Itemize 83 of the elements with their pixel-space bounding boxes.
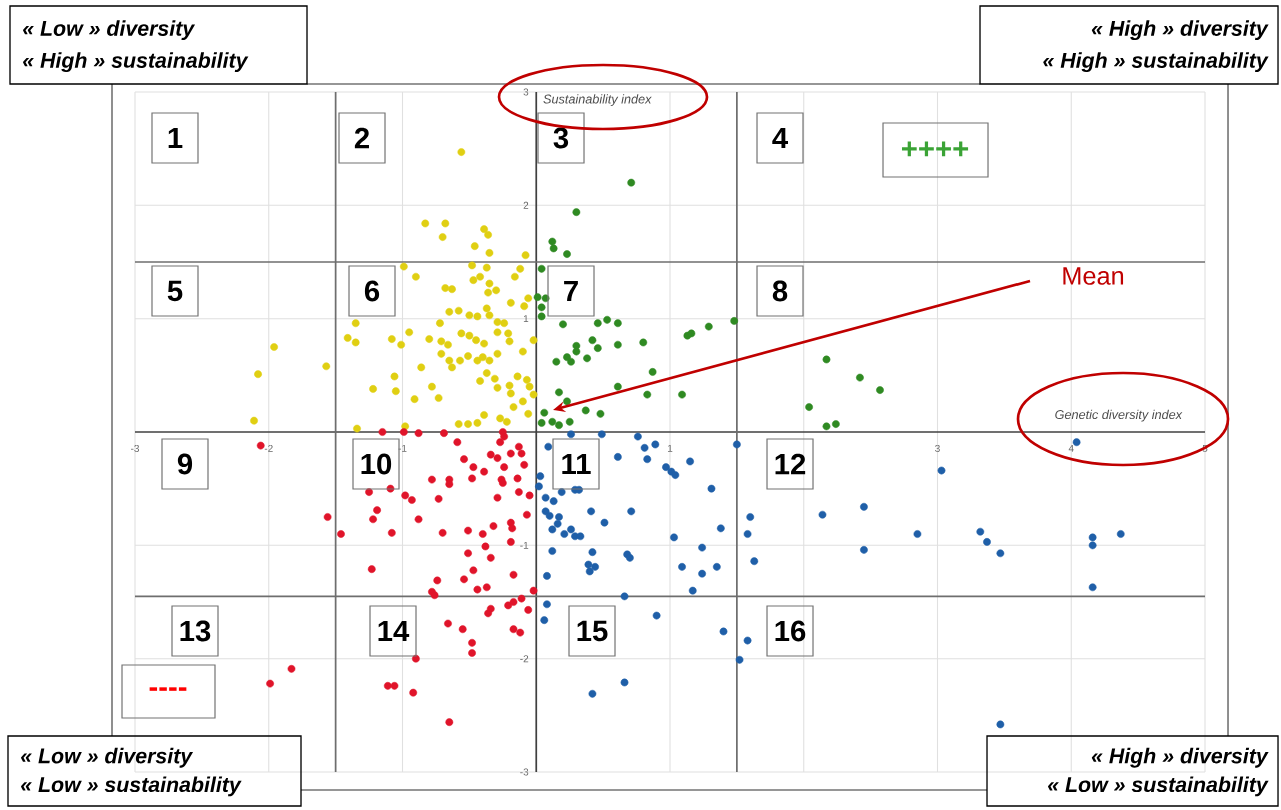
point (540, 408, 549, 417)
text: « High » sustainability (1043, 52, 1269, 73)
y-tick-label: 1 (523, 315, 529, 323)
point (593, 319, 602, 328)
y-tick-label: -3 (520, 768, 529, 776)
point (563, 397, 571, 406)
point (548, 237, 557, 246)
text: « Low » diversity (23, 20, 196, 41)
annotation: 11 (562, 453, 591, 475)
point (627, 178, 636, 187)
text: « High » sustainability (23, 52, 249, 73)
point (583, 354, 591, 363)
annotation: 2 (354, 127, 369, 149)
annotation: 15 (577, 620, 608, 642)
point (603, 315, 612, 324)
annotation: 8 (772, 280, 788, 302)
point (613, 382, 622, 391)
point (643, 390, 652, 399)
annotation: 3 (553, 127, 569, 149)
annotation: 4 (772, 127, 789, 149)
point (596, 410, 605, 418)
point (537, 312, 546, 321)
annotation: ++++ (901, 141, 969, 157)
point (648, 368, 657, 376)
point (565, 417, 574, 426)
annotation: 13 (180, 620, 211, 642)
annotation: 16 (775, 620, 806, 642)
annotation: 6 (364, 280, 380, 302)
annotation: 10 (361, 453, 392, 475)
y-tick-label: -1 (520, 541, 529, 549)
y-tick-label: 2 (523, 201, 529, 209)
point (613, 319, 622, 328)
point (549, 244, 558, 253)
text: « High » diversity (1091, 20, 1269, 41)
x-tick-label: 4 (1068, 444, 1074, 452)
point (593, 344, 602, 352)
point (704, 322, 713, 331)
point (552, 357, 561, 366)
x-tick-label: -2 (264, 444, 273, 452)
point (822, 355, 831, 364)
point (548, 417, 557, 426)
annotation: 5 (167, 280, 183, 302)
y-tick-label: -2 (520, 655, 529, 663)
annotation: ---- (149, 687, 187, 691)
point (822, 422, 831, 431)
point (613, 340, 622, 349)
point (537, 419, 546, 427)
point (572, 208, 581, 216)
point (572, 347, 581, 356)
point (639, 338, 648, 347)
annotation: 7 (564, 280, 578, 302)
x-axis-title: Genetic diversity index (1055, 409, 1183, 422)
y-tick-label: 3 (523, 88, 529, 96)
point (563, 250, 571, 258)
point (559, 320, 567, 329)
point (581, 406, 590, 415)
annotation: 9 (177, 453, 193, 475)
x-tick-label: 1 (667, 444, 673, 452)
point (537, 303, 546, 312)
x-tick-label: 3 (935, 444, 940, 452)
point (555, 388, 563, 397)
point (588, 336, 597, 345)
x-tick-label: -3 (131, 444, 140, 452)
annotation: « High » diversity (1091, 747, 1269, 768)
point (555, 421, 563, 430)
annotation: Mean (1063, 267, 1124, 285)
point (687, 329, 696, 338)
annotation: « Low » diversity (21, 747, 194, 768)
annotation: 1 (168, 127, 183, 149)
annotation: 12 (775, 453, 806, 475)
point (567, 357, 575, 366)
point (537, 264, 546, 273)
point (805, 403, 813, 411)
text: « Low » sustainability (1048, 776, 1269, 797)
annotation: 14 (378, 620, 410, 642)
point (876, 386, 884, 394)
point (730, 317, 739, 325)
point (678, 390, 686, 399)
y-axis-title: Sustainability index (543, 94, 652, 107)
point (533, 293, 542, 301)
point (831, 420, 840, 428)
point (856, 373, 864, 382)
text: « Low » sustainability (21, 776, 242, 797)
